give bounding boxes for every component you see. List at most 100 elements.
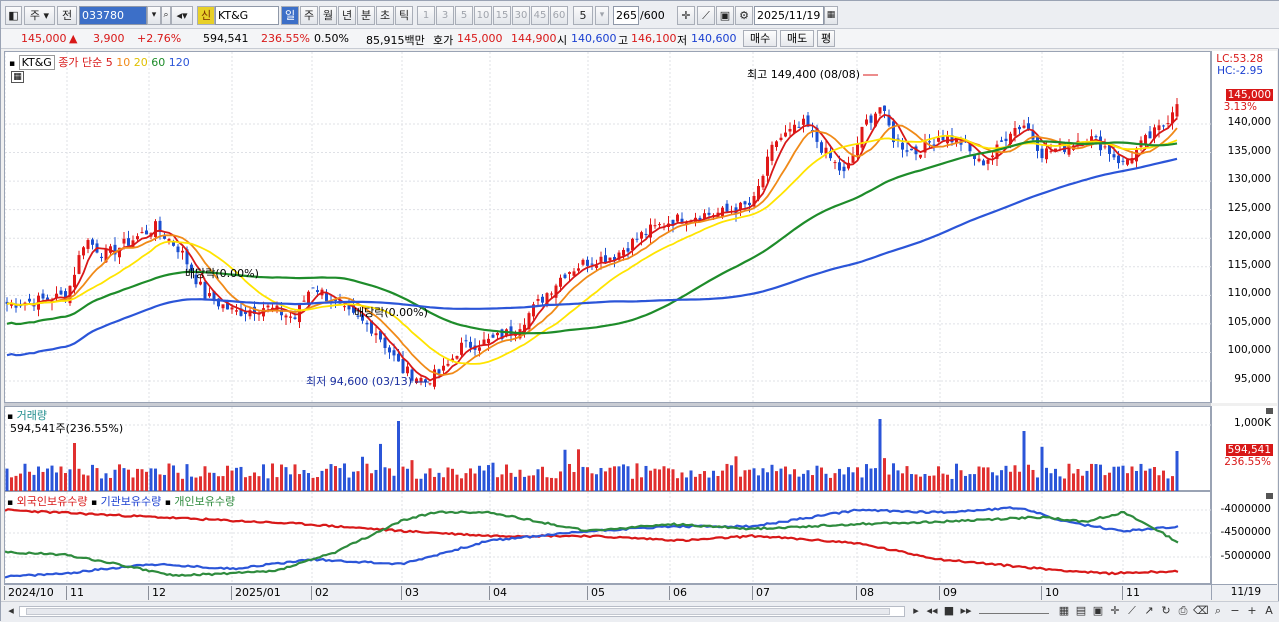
zoom-in-icon[interactable]: + <box>1247 604 1257 617</box>
bar-count-input[interactable]: 265 <box>613 6 639 25</box>
pane-menu-icon[interactable]: ▪ <box>7 498 14 508</box>
volume-bar <box>631 478 634 491</box>
price-pane[interactable]: ▪ KT&G 종가 단순 5 10 20 60 120 ▦ 최고 149,400… <box>4 51 1212 404</box>
font-size-icon[interactable]: A <box>1265 604 1273 617</box>
period-tab-4[interactable]: 분 <box>357 6 375 25</box>
volume-bar <box>599 467 603 491</box>
draw-line-icon[interactable]: ⟋ <box>697 6 715 25</box>
pane-divider[interactable] <box>4 403 1211 406</box>
interval-tab-3[interactable]: 3 <box>436 6 454 25</box>
volume-bar <box>136 468 139 491</box>
zoom-slider[interactable] <box>979 605 1049 614</box>
calendar-icon[interactable]: ▦ <box>824 6 838 25</box>
volume-bar <box>550 477 553 491</box>
period-tab-1[interactable]: 주 <box>300 6 318 25</box>
volume-bar <box>325 468 328 491</box>
stop-icon[interactable]: ■ <box>943 604 955 617</box>
grid-toggle-icon[interactable]: ▦ <box>11 71 24 83</box>
volume-bar <box>752 468 756 491</box>
pane-menu-icon[interactable]: ▪ <box>9 59 16 69</box>
period-tab-3[interactable]: 년 <box>338 6 356 25</box>
candle-body <box>59 290 63 295</box>
volume-bar <box>73 443 76 491</box>
interval-tab-60[interactable]: 60 <box>550 6 568 25</box>
table-icon[interactable]: ▦ <box>1058 604 1070 617</box>
volume-bar <box>149 468 153 491</box>
volume-bar <box>320 470 324 491</box>
candle-body <box>545 293 549 306</box>
volume-bar <box>1085 470 1089 491</box>
volume-bar <box>491 462 495 491</box>
speaker-icon[interactable]: ◂▾ <box>171 6 193 25</box>
volume-bar <box>509 472 513 491</box>
period-tab-6[interactable]: 틱 <box>395 6 413 25</box>
code-dropdown-icon[interactable]: ▾ <box>147 6 161 25</box>
stock-code-input[interactable]: 033780 <box>79 6 147 25</box>
stock-name-field[interactable]: KT&G <box>215 6 279 25</box>
scroll-right-icon[interactable]: ▸ <box>913 604 919 617</box>
volume-pane[interactable]: ▪ 거래량 594,541주(236.55%) <box>4 406 1212 492</box>
ma-label-120: 120 <box>165 56 190 69</box>
crosshair-icon[interactable]: ✛ <box>677 6 695 25</box>
interval-tab-15[interactable]: 15 <box>493 6 511 25</box>
period-tab-5[interactable]: 초 <box>376 6 394 25</box>
avg-button[interactable]: 평 <box>817 30 836 47</box>
flow-pane[interactable]: ▪ 외국인보유수량 ▪ 기관보유수량 ▪ 개인보유수량 <box>4 491 1212 585</box>
volume-bar <box>667 468 670 491</box>
zoom-out-icon[interactable]: − <box>1230 604 1240 617</box>
eraser-icon[interactable]: ⌫ <box>1193 604 1209 617</box>
volume-bar <box>334 466 337 491</box>
volume-bar <box>770 464 774 491</box>
settings-icon[interactable]: ⚙ <box>735 6 753 25</box>
period-tab-2[interactable]: 월 <box>319 6 337 25</box>
volume-bar <box>779 468 783 491</box>
draw-icon[interactable]: ↗ <box>1144 604 1154 617</box>
candle-body <box>842 166 846 172</box>
period-tab-0[interactable]: 일 <box>281 6 299 25</box>
grid-icon[interactable]: ▤ <box>1075 604 1087 617</box>
volume-bar <box>95 468 99 491</box>
interval-tab-30[interactable]: 30 <box>512 6 530 25</box>
date-label: 06 <box>669 586 687 600</box>
capture-icon[interactable]: ▣ <box>1092 604 1104 617</box>
period-high-note: 최고 149,400 (08/08) <box>747 68 861 81</box>
fast-forward-icon[interactable]: ▸▸ <box>960 604 972 617</box>
save-icon[interactable]: ▣ <box>716 6 734 25</box>
foreign-holding-line <box>5 508 1179 576</box>
count-select[interactable]: 5 <box>573 6 593 25</box>
volume-bar <box>644 465 648 491</box>
print-icon[interactable]: ⎙ <box>1178 604 1188 617</box>
interval-tab-5[interactable]: 5 <box>455 6 473 25</box>
candle-body <box>770 144 774 161</box>
trend-icon[interactable]: ⟋ <box>1128 604 1136 617</box>
ask-price: 145,000 <box>457 32 503 45</box>
candle-body <box>379 331 382 340</box>
prev-button[interactable]: 전 <box>57 6 77 25</box>
scrollbar-track[interactable] <box>19 606 905 617</box>
scrollbar-thumb[interactable] <box>26 608 890 615</box>
candle-body <box>635 238 639 240</box>
pane-menu-icon[interactable]: ▪ <box>7 412 14 422</box>
pane-close-icon[interactable] <box>1266 493 1273 499</box>
pane-close-icon[interactable] <box>1266 408 1273 414</box>
zoom-icon[interactable]: ⌕ <box>1214 604 1222 617</box>
search-icon[interactable]: ⌕ <box>161 6 171 25</box>
interval-tab-45[interactable]: 45 <box>531 6 549 25</box>
sell-button[interactable]: 매도 <box>780 30 815 47</box>
volume-bar <box>1121 465 1125 491</box>
volume-bar <box>32 474 36 491</box>
date-input[interactable]: 2025/11/19 <box>754 6 824 25</box>
period-select[interactable]: 주 ▾ <box>24 6 55 25</box>
crosshair-icon[interactable]: ✛ <box>1110 604 1120 617</box>
volume-bar <box>199 476 202 491</box>
window-menu-icon[interactable]: ◧ <box>5 6 22 25</box>
volume-bar <box>361 456 364 491</box>
buy-button[interactable]: 매수 <box>743 30 778 47</box>
scroll-left-icon[interactable]: ◂ <box>8 604 14 617</box>
interval-tab-1[interactable]: 1 <box>417 6 435 25</box>
interval-tab-10[interactable]: 10 <box>474 6 492 25</box>
count-dropdown-icon[interactable]: ▾ <box>595 6 609 25</box>
volume-bar <box>793 469 796 491</box>
refresh-icon[interactable]: ↻ <box>1161 604 1171 617</box>
rewind-icon[interactable]: ◂◂ <box>926 604 938 617</box>
